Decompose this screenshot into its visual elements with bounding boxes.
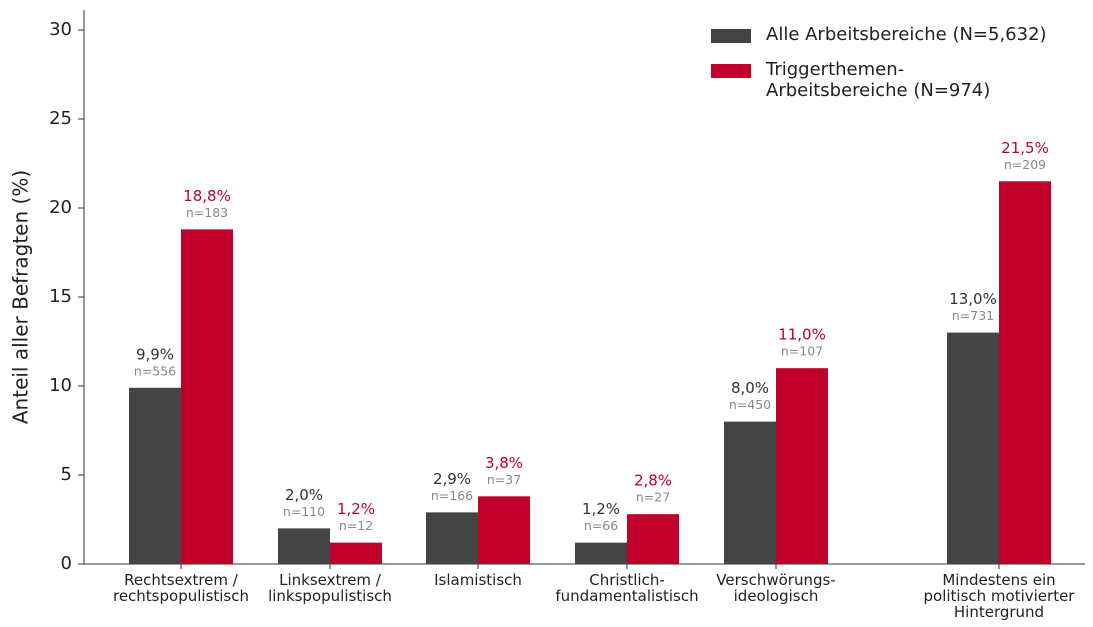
- y-tick-label: 30: [49, 19, 72, 40]
- bar: [278, 528, 330, 564]
- legend-label: Triggerthemen- Arbeitsbereiche (N=974): [766, 59, 991, 101]
- value-label: 1,2%: [582, 500, 620, 518]
- count-label: n=209: [1004, 157, 1046, 172]
- value-label: 13,0%: [949, 290, 997, 308]
- legend-label: Alle Arbeitsbereiche (N=5,632): [766, 24, 1047, 45]
- y-tick-label: 0: [61, 553, 72, 574]
- bar: [575, 542, 627, 564]
- value-label: 9,9%: [136, 345, 174, 363]
- bar: [478, 496, 530, 564]
- value-label: 1,2%: [337, 500, 375, 518]
- count-label: n=731: [952, 308, 994, 323]
- value-label: 18,8%: [183, 187, 231, 205]
- count-label: n=27: [636, 490, 670, 505]
- value-label: 2,8%: [634, 472, 672, 490]
- bar: [330, 542, 382, 564]
- y-axis-label: Anteil aller Befragten (%): [9, 170, 33, 424]
- y-tick-label: 20: [49, 197, 72, 218]
- y-tick-label: 15: [49, 286, 72, 307]
- bar: [129, 387, 181, 564]
- count-label: n=110: [283, 504, 325, 519]
- y-tick-label: 10: [49, 375, 72, 396]
- bar: [181, 229, 233, 565]
- bar: [947, 332, 999, 564]
- legend-swatch: [711, 64, 751, 78]
- bar: [426, 512, 478, 564]
- legend-swatch: [711, 29, 751, 43]
- bar: [627, 514, 679, 564]
- value-label: 8,0%: [731, 379, 769, 397]
- count-label: n=66: [584, 518, 618, 533]
- value-label: 2,0%: [285, 486, 323, 504]
- bar: [724, 421, 776, 564]
- value-label: 2,9%: [433, 470, 471, 488]
- x-tick-label: Verschwörungs- ideologisch: [716, 571, 836, 605]
- count-label: n=166: [431, 488, 473, 503]
- x-tick-label: Linksextrem / linkspopulistisch: [268, 571, 392, 605]
- count-label: n=37: [487, 472, 521, 487]
- count-label: n=12: [339, 518, 373, 533]
- bar: [999, 181, 1051, 565]
- value-label: 3,8%: [485, 454, 523, 472]
- y-tick-label: 5: [61, 464, 72, 485]
- x-tick-label: Mindestens ein politisch motivierter Hin…: [923, 571, 1075, 621]
- x-tick-label: Rechtsextrem / rechtspopulistisch: [112, 571, 249, 605]
- value-label: 21,5%: [1001, 139, 1049, 157]
- count-label: n=556: [134, 363, 176, 378]
- value-label: 11,0%: [778, 326, 826, 344]
- bar: [776, 368, 828, 564]
- y-tick-label: 25: [49, 108, 72, 129]
- count-label: n=183: [186, 205, 228, 220]
- count-label: n=450: [729, 397, 771, 412]
- x-tick-label: Christlich- fundamentalistisch: [555, 571, 699, 605]
- x-tick-label: Islamistisch: [434, 571, 522, 589]
- count-label: n=107: [781, 344, 823, 359]
